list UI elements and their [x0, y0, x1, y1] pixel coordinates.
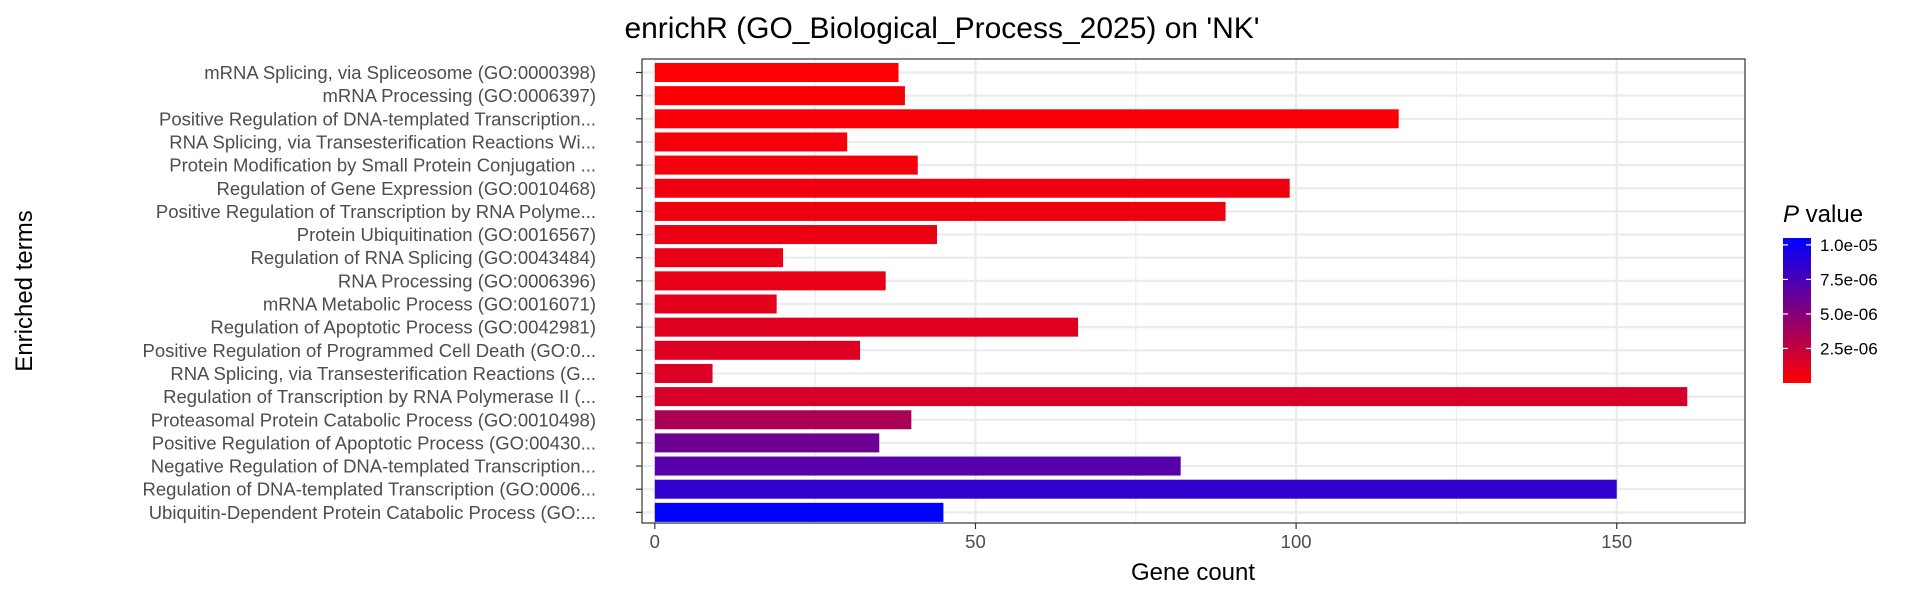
bar	[654, 248, 784, 268]
plot-border	[641, 58, 1746, 524]
x-tick-label: 100	[1281, 531, 1312, 552]
legend-title: P value	[1783, 201, 1863, 228]
x-tick-label: 150	[1601, 531, 1632, 552]
bar	[654, 271, 886, 291]
bar	[654, 155, 918, 175]
bar	[654, 63, 899, 82]
legend-tick-label: 2.5e-06	[1820, 339, 1878, 358]
bar	[654, 317, 1079, 337]
y-tick-label: Protein Modification by Small Protein Co…	[169, 155, 596, 176]
bar	[654, 132, 848, 152]
y-axis-title: Enriched terms	[11, 210, 38, 371]
legend-colorbar	[1783, 238, 1811, 383]
x-tick-label: 0	[650, 531, 660, 552]
bar	[654, 502, 944, 522]
plot-panel	[642, 59, 1745, 523]
legend-tick-label: 7.5e-06	[1820, 270, 1878, 289]
x-axis-title: Gene count	[1131, 559, 1255, 586]
bar	[654, 86, 905, 106]
bar	[654, 178, 1290, 198]
bar	[654, 225, 937, 245]
bar	[654, 294, 777, 314]
y-tick-label: Ubiquitin-Dependent Protein Catabolic Pr…	[149, 502, 596, 523]
y-tick-label: Regulation of Gene Expression (GO:001046…	[217, 178, 596, 199]
bar	[654, 410, 912, 430]
y-tick-label: Positive Regulation of Apoptotic Process…	[152, 432, 596, 453]
bar	[654, 387, 1688, 407]
legend-tick-label: 5.0e-06	[1820, 305, 1878, 324]
legend-ticks: 1.0e-05 7.5e-06 5.0e-06 2.5e-06	[1783, 236, 1878, 358]
y-tick-label: RNA Splicing, via Transesterification Re…	[170, 363, 596, 384]
y-tick-label: Negative Regulation of DNA-templated Tra…	[151, 456, 596, 477]
y-tick-label: RNA Splicing, via Transesterification Re…	[169, 131, 596, 152]
y-tick-label: Positive Regulation of Programmed Cell D…	[143, 340, 596, 361]
bars	[654, 63, 1688, 522]
y-tick-label: Positive Regulation of DNA-templated Tra…	[159, 108, 596, 129]
y-tick-label: mRNA Processing (GO:0006397)	[322, 85, 596, 106]
bar	[654, 109, 1399, 129]
legend-title-italic: P	[1783, 201, 1799, 228]
bar	[654, 433, 880, 453]
y-tick-label: Protein Ubiquitination (GO:0016567)	[297, 224, 596, 245]
legend-title-rest: value	[1799, 201, 1863, 228]
y-tick-label: Regulation of RNA Splicing (GO:0043484)	[250, 247, 596, 268]
bar	[654, 340, 861, 360]
y-tick-label: mRNA Metabolic Process (GO:0016071)	[263, 294, 596, 315]
x-tick-label: 50	[965, 531, 986, 552]
y-tick-label: Regulation of DNA-templated Transcriptio…	[143, 479, 596, 500]
chart-title: enrichR (GO_Biological_Process_2025) on …	[624, 12, 1259, 45]
legend-tick-label: 1.0e-05	[1820, 236, 1878, 255]
y-tick-label: Regulation of Apoptotic Process (GO:0042…	[210, 317, 596, 338]
bar	[654, 456, 1181, 476]
bar	[654, 363, 713, 383]
bar	[654, 479, 1617, 499]
category-labels: mRNA Splicing, via Spliceosome (GO:00003…	[143, 62, 642, 523]
y-tick-label: Regulation of Transcription by RNA Polym…	[163, 386, 596, 407]
y-tick-label: mRNA Splicing, via Spliceosome (GO:00003…	[204, 62, 596, 83]
legend: P value 1.0e-05 7.5e-06 5.0e-06 2.5e-06	[1783, 201, 1878, 383]
x-axis-ticks: 0 50 100 150	[650, 523, 1632, 552]
bar	[654, 201, 1226, 221]
y-tick-label: Proteasomal Protein Catabolic Process (G…	[151, 409, 596, 430]
y-tick-label: RNA Processing (GO:0006396)	[338, 270, 596, 291]
y-tick-label: Positive Regulation of Transcription by …	[156, 201, 596, 222]
